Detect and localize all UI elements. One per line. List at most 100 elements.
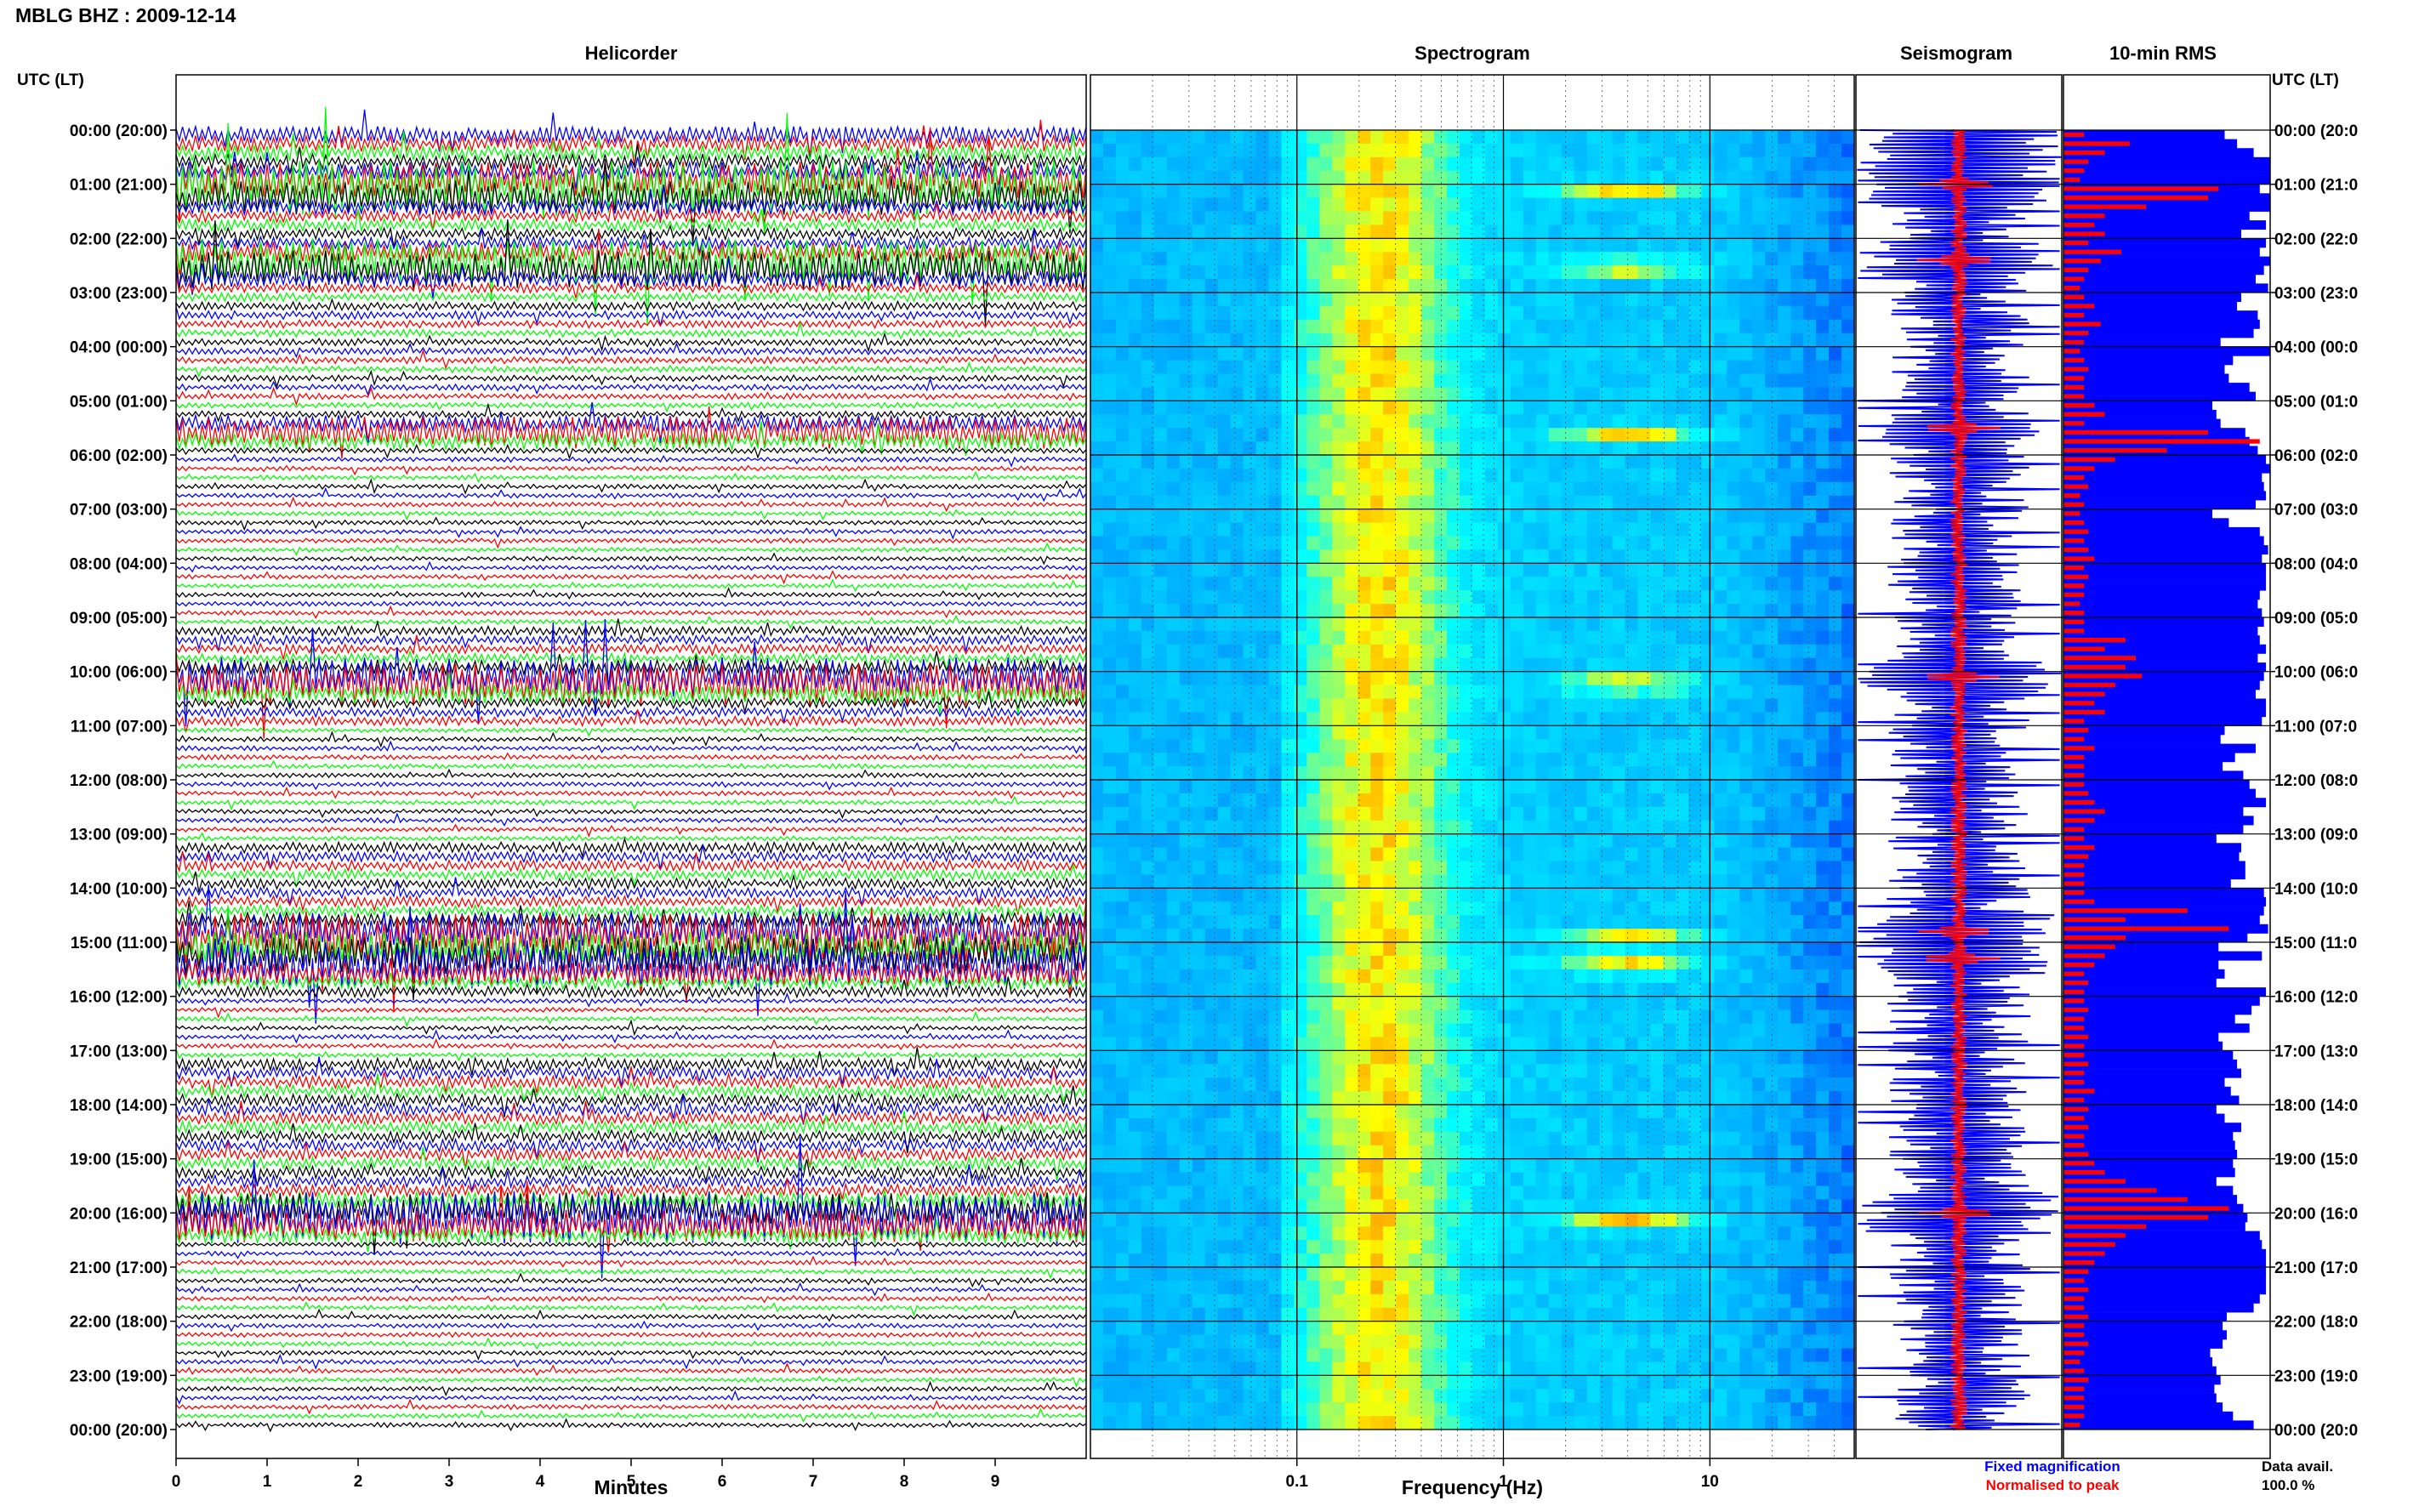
spectrogram-cell <box>1485 252 1499 266</box>
spectrogram-cell <box>1561 401 1575 415</box>
spectrogram-cell <box>1345 888 1358 902</box>
spectrogram-cell <box>1370 468 1384 483</box>
spectrogram-cell <box>1332 509 1346 524</box>
spectrogram-cell <box>1281 1009 1295 1025</box>
spectrogram-cell <box>1701 170 1715 185</box>
spectrogram-cell <box>1561 1199 1575 1214</box>
helicorder-trace <box>175 1266 1087 1280</box>
spectrogram-cell <box>1179 671 1193 686</box>
spectrogram-cell <box>1497 1158 1511 1174</box>
spectrogram-cell <box>1510 766 1524 781</box>
spectrogram-cell <box>1255 955 1270 970</box>
spectrogram-cell <box>1523 833 1537 849</box>
spectrogram-cell <box>1345 644 1358 659</box>
spectrogram-cell <box>1460 820 1473 835</box>
spectrogram-cell <box>1829 509 1842 524</box>
spectrogram-cell <box>1612 468 1626 483</box>
spectrogram-cell <box>1574 1117 1588 1133</box>
spectrogram-cell <box>1523 942 1537 957</box>
spectrogram-cell <box>1115 536 1130 550</box>
spectrogram-cell <box>1663 1091 1677 1106</box>
spectrogram-cell <box>1217 509 1232 524</box>
spectrogram-cell <box>1650 265 1665 280</box>
spectrogram-cell <box>1574 604 1588 618</box>
spectrogram-cell <box>1688 969 1702 984</box>
spectrogram-cell <box>1141 1064 1155 1078</box>
spectrogram-cell <box>1243 225 1257 239</box>
spectrogram-cell <box>1650 468 1665 483</box>
spectrogram-cell <box>1523 888 1537 902</box>
spectrogram-cell <box>1192 820 1206 835</box>
spectrogram-cell <box>1204 1185 1219 1200</box>
spectrogram-cell <box>1345 1050 1358 1065</box>
spectrogram-cell <box>1409 833 1422 849</box>
spectrogram-cell <box>1778 536 1791 550</box>
spectrogram-cell <box>1612 1050 1626 1065</box>
spectrogram-cell <box>1268 604 1283 618</box>
spectrogram-cell <box>1128 319 1142 334</box>
spectrogram-cell <box>1128 1172 1142 1187</box>
spectrogram-cell <box>1650 1185 1665 1200</box>
spectrogram-cell <box>1090 955 1104 970</box>
spectrogram-cell <box>1217 536 1232 550</box>
spectrogram-cell <box>1485 1037 1499 1051</box>
spectrogram-cell <box>1128 766 1142 781</box>
spectrogram-cell <box>1103 712 1117 726</box>
spectrogram-cell <box>1612 874 1626 889</box>
spectrogram-cell <box>1281 1213 1295 1227</box>
spectrogram-cell <box>1688 455 1702 469</box>
spectrogram-cell <box>1370 373 1384 388</box>
spectrogram-cell <box>1434 657 1448 673</box>
spectrogram-cell <box>1829 455 1842 469</box>
spectrogram-cell <box>1548 1064 1562 1078</box>
spectrogram-cell <box>1535 1117 1550 1133</box>
spectrogram-cell <box>1281 225 1295 239</box>
spectrogram-cell <box>1739 657 1753 673</box>
spectrogram-cell <box>1637 1213 1652 1227</box>
spectrogram-cell <box>1166 712 1181 726</box>
spectrogram-cell <box>1765 725 1779 740</box>
spectrogram-cell <box>1153 441 1168 456</box>
spectrogram-cell <box>1803 495 1817 510</box>
spectrogram-cell <box>1727 861 1740 875</box>
spectrogram-cell <box>1472 265 1486 280</box>
spectrogram-cell <box>1599 725 1614 740</box>
spectrogram-cell <box>1676 982 1690 998</box>
spectrogram-cell <box>1217 293 1232 307</box>
spectrogram-cell <box>1230 847 1244 862</box>
spectrogram-cell <box>1497 387 1511 401</box>
spectrogram-cell <box>1179 685 1193 700</box>
spectrogram-cell <box>1472 279 1486 293</box>
spectrogram-cell <box>1701 698 1715 713</box>
spectrogram-cell <box>1115 901 1130 916</box>
spectrogram-cell <box>1179 522 1193 537</box>
spectrogram-cell <box>1294 671 1308 686</box>
spectrogram-cell <box>1790 901 1804 916</box>
spectrogram-cell <box>1676 373 1690 388</box>
spectrogram-cell <box>1561 780 1575 794</box>
spectrogram-cell <box>1637 1064 1652 1078</box>
spectrogram-cell <box>1790 590 1804 605</box>
spectrogram-cell <box>1357 156 1371 172</box>
spectrogram-cell <box>1663 1009 1677 1025</box>
spectrogram-cell <box>1090 1037 1104 1051</box>
spectrogram-cell <box>1447 833 1460 849</box>
spectrogram-cell <box>1586 604 1601 618</box>
spectrogram-cell <box>1306 549 1320 564</box>
spectrogram-cell <box>1803 753 1817 767</box>
spectrogram-cell <box>1166 753 1181 767</box>
spectrogram-cell <box>1841 401 1855 415</box>
spectrogram-cell <box>1739 577 1753 591</box>
spectrogram-cell <box>1294 604 1308 618</box>
spectrogram-cell <box>1535 630 1550 645</box>
spectrogram-cell <box>1306 753 1320 767</box>
spectrogram-cell <box>1090 481 1104 497</box>
spectrogram-cell <box>1268 305 1283 321</box>
spectrogram-cell <box>1421 265 1435 280</box>
spectrogram-cell <box>1803 279 1817 293</box>
spectrogram-cell <box>1255 929 1270 943</box>
spectrogram-cell <box>1739 644 1753 659</box>
spectrogram-cell <box>1548 806 1562 821</box>
spectrogram-cell <box>1268 1105 1283 1119</box>
spectrogram-cell <box>1548 820 1562 835</box>
